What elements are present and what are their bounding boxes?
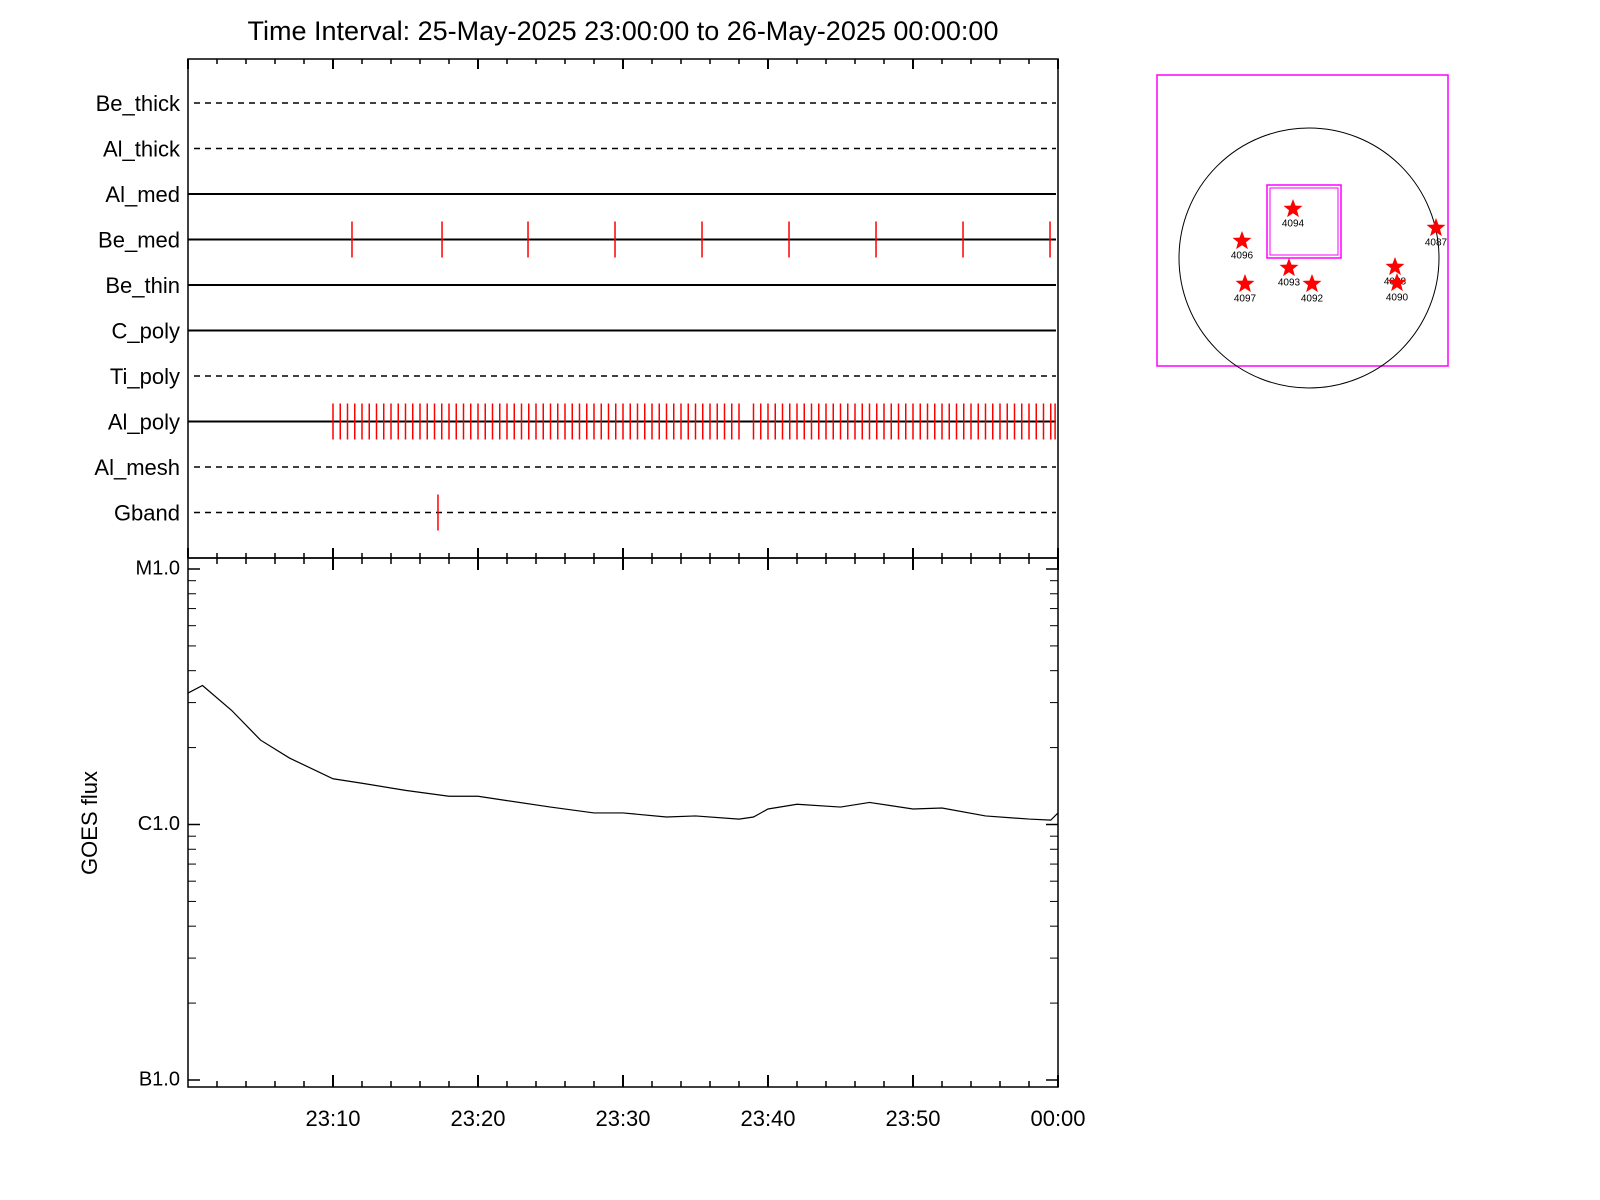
ar-label: 4094 bbox=[1282, 219, 1305, 230]
row-label: Al_mesh bbox=[94, 455, 180, 480]
ar-star bbox=[1279, 258, 1299, 277]
y-tick-label: C1.0 bbox=[138, 813, 180, 835]
row-label: Ti_poly bbox=[110, 364, 180, 389]
ar-label: 4090 bbox=[1386, 293, 1409, 304]
flux-line bbox=[187, 684, 1059, 821]
y-tick-label: M1.0 bbox=[136, 557, 180, 579]
ar-star bbox=[1302, 274, 1322, 293]
x-tick-label: 23:30 bbox=[595, 1106, 650, 1131]
x-tick-label: 23:50 bbox=[885, 1106, 940, 1131]
ar-label: 4093 bbox=[1278, 278, 1301, 289]
x-tick-label: 23:40 bbox=[740, 1106, 795, 1131]
row-label: Be_thin bbox=[105, 273, 180, 298]
row-label: Be_thick bbox=[96, 91, 181, 116]
ar-label: 4097 bbox=[1234, 294, 1257, 305]
ar-star bbox=[1283, 199, 1303, 218]
inset bbox=[1156, 74, 1449, 389]
ar-label: 4096 bbox=[1231, 251, 1254, 262]
solar-disk bbox=[1178, 127, 1440, 389]
y-axis-label: GOES flux bbox=[77, 771, 102, 875]
target-box bbox=[1269, 187, 1339, 256]
x-tick-label: 23:10 bbox=[305, 1106, 360, 1131]
row-label: C_poly bbox=[112, 318, 180, 343]
ar-star bbox=[1426, 218, 1446, 237]
y-tick-label: B1.0 bbox=[139, 1068, 180, 1090]
ar-star bbox=[1385, 257, 1405, 276]
ar-star bbox=[1232, 231, 1252, 250]
row-label: Gband bbox=[114, 500, 180, 525]
ar-label: 4087 bbox=[1425, 238, 1448, 249]
fov-box bbox=[1156, 74, 1449, 367]
row-label: Be_med bbox=[98, 227, 180, 252]
row-label: Al_med bbox=[105, 182, 180, 207]
row-label: Al_thick bbox=[103, 136, 181, 161]
ar-label: 4092 bbox=[1301, 294, 1324, 305]
chart-title: Time Interval: 25-May-2025 23:00:00 to 2… bbox=[248, 16, 999, 46]
ar-star bbox=[1235, 274, 1255, 293]
target-box bbox=[1266, 184, 1342, 259]
row-label: Al_poly bbox=[108, 409, 180, 434]
ar-star bbox=[1387, 273, 1407, 292]
x-tick-label: 23:20 bbox=[450, 1106, 505, 1131]
x-tick-label: 00:00 bbox=[1030, 1106, 1085, 1131]
